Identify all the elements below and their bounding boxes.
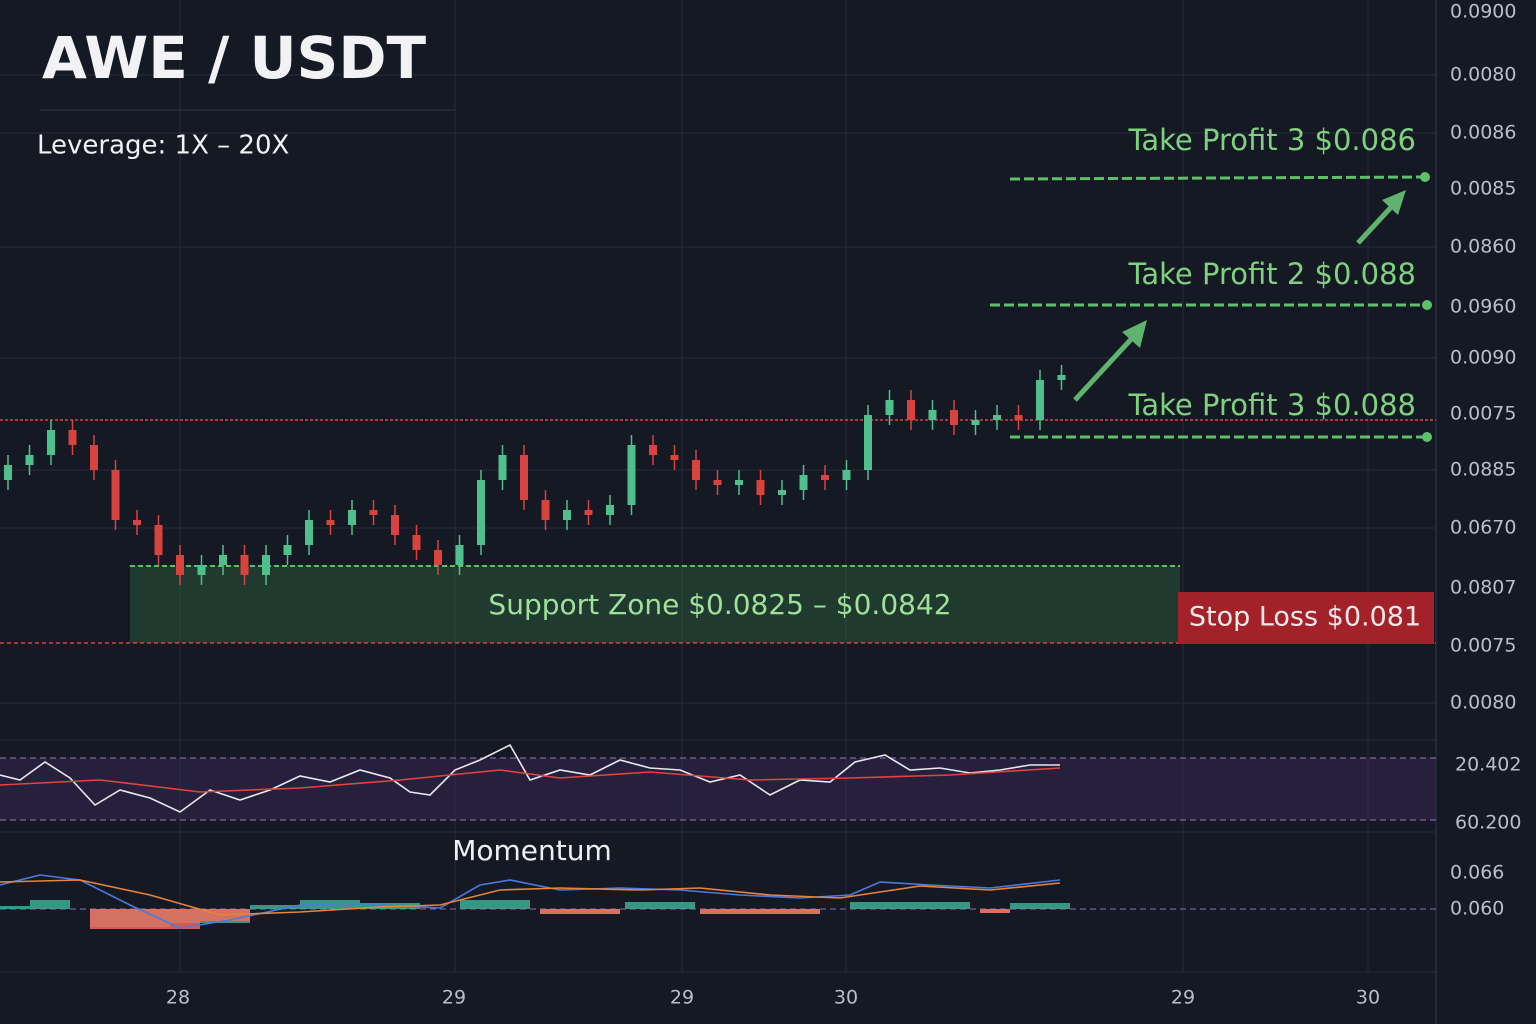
x-tick-label: 30 [1356, 987, 1380, 1009]
macd-line [0, 874, 1061, 929]
candle-body [68, 430, 77, 445]
candle-body [520, 455, 528, 500]
annotation: Take Profit 2 $0.088 [1127, 257, 1416, 291]
y-tick-label: 0.066 [1450, 862, 1504, 884]
candle-body [133, 520, 141, 525]
candle-body [584, 510, 593, 515]
y-tick-label: 0.0080 [1450, 692, 1516, 714]
y-tick-label: 0.0080 [1450, 64, 1516, 86]
candle-body [670, 455, 679, 460]
candle-body [111, 470, 120, 520]
x-tick-label: 29 [1171, 987, 1195, 1009]
tp-line [1009, 175, 1426, 181]
x-tick-label: 28 [166, 987, 190, 1009]
candle-body [219, 555, 227, 565]
candle-body [1036, 380, 1044, 420]
candle-body [993, 415, 1001, 420]
y-tick-label: 0.0090 [1450, 347, 1516, 369]
candle-body [606, 505, 614, 515]
arrows [1073, 190, 1406, 402]
x-tick-label: 29 [670, 987, 694, 1009]
chart-title: AWE / USDT [42, 24, 426, 92]
candle-body [348, 510, 356, 525]
y-tick-label: 0.0075 [1450, 403, 1516, 425]
candle-body [842, 470, 851, 480]
candle-body [455, 545, 464, 565]
candle-body [756, 480, 765, 495]
candle-body [434, 550, 442, 565]
y-tick-label: 20.402 [1455, 754, 1521, 776]
subtitle: Leverage: 1X – 20X [37, 131, 289, 161]
candle-body [713, 480, 722, 485]
y-tick-label: 0.0670 [1450, 517, 1516, 539]
candle-body [971, 420, 980, 425]
candle-body [176, 555, 184, 575]
candle-body [563, 510, 571, 520]
panel-title: Momentum [452, 834, 612, 867]
candle-body [391, 515, 399, 535]
x-tick-label: 30 [834, 987, 858, 1009]
candle-body [735, 480, 743, 485]
candle-body [1057, 375, 1066, 380]
rsi-line [0, 743, 1060, 813]
candle-body [950, 410, 958, 425]
momentum-histogram [0, 900, 1070, 927]
candle-body [305, 520, 313, 545]
candle-body [154, 525, 163, 555]
rsi-band [0, 758, 1436, 820]
y-tick-label: 0.0900 [1450, 1, 1516, 23]
candle-body [821, 475, 829, 480]
y-tick-label: 60.200 [1455, 812, 1521, 834]
candle-body [47, 430, 55, 455]
momentum-histogram-neg [90, 909, 1010, 929]
annotation: Support Zone $0.0825 – $0.0842 [488, 588, 951, 621]
candle-body [90, 445, 98, 470]
candle-body [627, 445, 636, 505]
rsi-signal [0, 767, 1061, 793]
signal-line [0, 879, 1061, 916]
candle-body [326, 520, 335, 525]
candle-body [778, 490, 786, 495]
candle-body [885, 400, 894, 415]
y-tick-label: 0.0085 [1450, 178, 1516, 200]
tp-dot [1422, 300, 1432, 310]
candle-body [799, 475, 808, 490]
stop-loss-box [1178, 592, 1434, 644]
y-tick-label: 0.0860 [1450, 236, 1516, 258]
tp-dot [1422, 432, 1432, 442]
y-tick-label: 0.0885 [1450, 459, 1516, 481]
candle-body [197, 565, 206, 575]
y-tick-label: 0.0960 [1450, 296, 1516, 318]
candle-body [369, 510, 378, 515]
y-tick-label: 0.0807 [1450, 577, 1516, 599]
y-tick-label: 0.0075 [1450, 635, 1516, 657]
y-tick-label: 0.060 [1450, 898, 1504, 920]
candle-body [649, 445, 657, 455]
candle-body [541, 500, 550, 520]
candle-body [864, 415, 872, 470]
candle-body [498, 455, 507, 480]
candle-body [692, 460, 700, 480]
candle-body [240, 555, 249, 575]
candle-body [907, 400, 915, 420]
candle-body [283, 545, 292, 555]
candle-body [4, 465, 12, 480]
candle-body [262, 555, 270, 575]
candle-body [477, 480, 485, 545]
candle-body [412, 535, 421, 550]
candle-body [1014, 415, 1023, 420]
annotation: Take Profit 3 $0.088 [1127, 388, 1416, 422]
tp-dot [1420, 172, 1430, 182]
annotation: Stop Loss $0.081 [1189, 602, 1421, 633]
support-zone [130, 566, 1180, 643]
annotation: Take Profit 3 $0.086 [1127, 123, 1416, 157]
candle-body [928, 410, 937, 420]
candle-body [25, 455, 34, 465]
x-tick-label: 29 [442, 987, 466, 1009]
y-tick-label: 0.0086 [1450, 122, 1516, 144]
